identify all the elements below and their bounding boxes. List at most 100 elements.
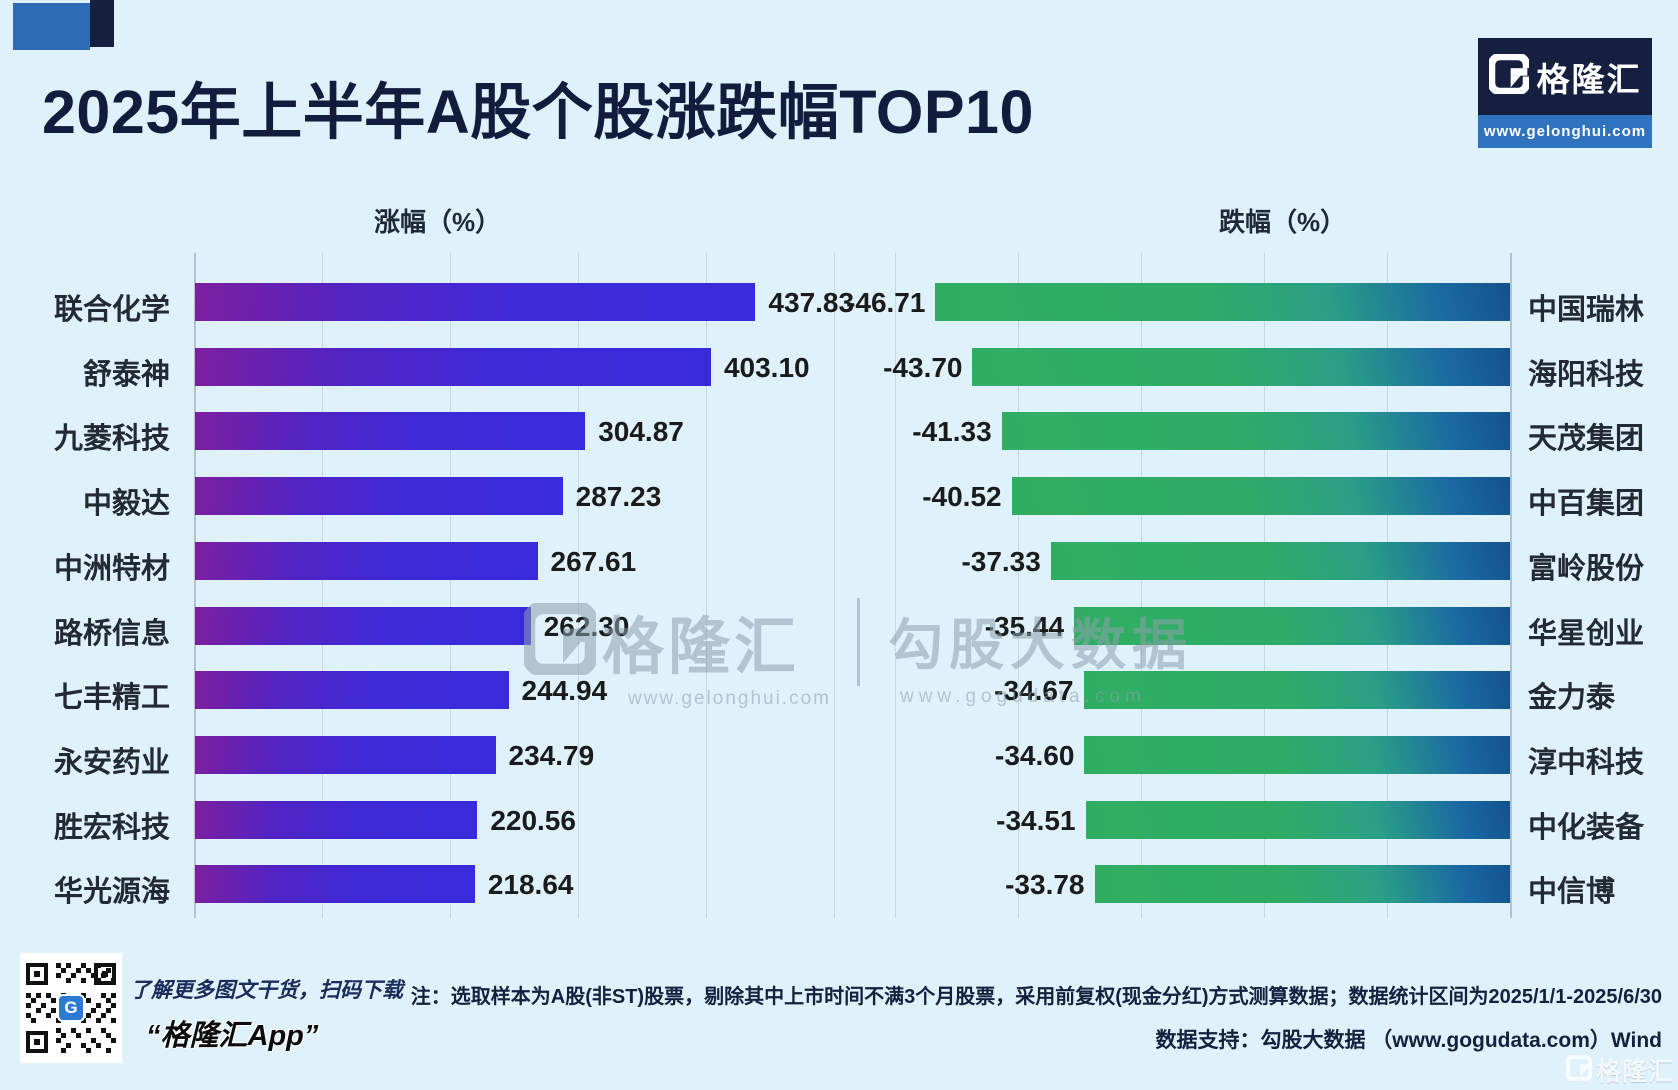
bar-loser-华星创业 — [1074, 606, 1510, 645]
qr-center-g-badge: G — [57, 994, 85, 1022]
gridline — [895, 253, 896, 918]
bar-value-label: 218.64 — [487, 869, 574, 901]
bar-value-label: -33.78 — [1005, 869, 1085, 901]
bar-value-label: 234.79 — [508, 739, 595, 771]
bar-loser-天茂集团 — [1001, 412, 1510, 451]
gridline — [1018, 253, 1019, 918]
bar-value-label: -41.33 — [912, 416, 992, 448]
gelonghui-logo-main: 格隆汇 — [1478, 38, 1652, 115]
watermark-gogudata-name: 勾股大数据 — [887, 614, 1193, 676]
category-label: 海阳科技 — [1528, 358, 1645, 391]
watermark-divider — [856, 598, 860, 686]
category-label: 七丰精工 — [53, 682, 170, 715]
watermark-gogudata: 勾股大数据 www.gogudata.com — [888, 596, 1193, 708]
bar-value-label: 267.61 — [550, 545, 637, 577]
category-label: 中信博 — [1528, 876, 1616, 909]
category-label: 华光源海 — [53, 876, 170, 909]
gridline — [322, 253, 323, 918]
gridline — [834, 253, 835, 918]
bar-gainer-中洲特材 — [195, 541, 538, 580]
gelonghui-g-icon — [1487, 52, 1530, 99]
watermark-gelonghui: 格隆汇 www.gelonghui.com — [521, 596, 831, 710]
app-name-caption: “格隆汇App” — [146, 1020, 319, 1052]
category-label: 淳中科技 — [1528, 746, 1645, 779]
category-label: 中洲特材 — [53, 552, 170, 585]
gridline — [1387, 253, 1388, 918]
gridline — [1264, 253, 1265, 918]
category-label: 胜宏科技 — [53, 811, 170, 844]
footer-logo-text: 格隆汇 — [1595, 1058, 1674, 1086]
page-title: 2025年上半年A股个股涨跌幅TOP10 — [42, 78, 1034, 146]
center-watermark: 格隆汇 www.gelonghui.com 勾股大数据 www.gogudata… — [521, 596, 1193, 710]
bar-value-label: 287.23 — [575, 481, 662, 513]
bar-loser-中百集团 — [1011, 477, 1510, 516]
bar-value-label: -34.67 — [994, 675, 1074, 707]
category-label: 联合化学 — [53, 294, 170, 326]
bar-gainer-七丰精工 — [195, 671, 509, 710]
watermark-g-icon — [521, 600, 599, 680]
category-label: 舒泰神 — [82, 358, 170, 391]
axis-line — [1510, 253, 1512, 918]
gelonghui-logo-url: www.gelonghui.com — [1478, 115, 1652, 148]
bar-value-label: -37.33 — [961, 545, 1041, 577]
category-label: 华星创业 — [1528, 617, 1645, 650]
category-label: 九菱科技 — [53, 423, 170, 456]
bar-gainer-永安药业 — [195, 735, 496, 774]
bar-value-label: -40.52 — [922, 481, 1002, 513]
watermark-gelonghui-name: 格隆汇 — [602, 613, 801, 682]
watermark-gogudata-url: www.gogudata.com — [899, 686, 1146, 707]
category-label: 天茂集团 — [1528, 423, 1645, 456]
bar-value-label: 244.94 — [521, 675, 608, 707]
bar-gainer-舒泰神 — [195, 347, 711, 386]
bar-loser-中信博 — [1094, 865, 1510, 904]
footnote-data-source: 数据支持：勾股大数据 （www.gogudata.com）Wind — [1155, 1029, 1662, 1052]
category-label: 中国瑞林 — [1528, 294, 1645, 326]
bar-value-label: -46.71 — [846, 287, 926, 318]
gelonghui-logo: 格隆汇 www.gelonghui.com — [1478, 38, 1652, 148]
bar-gainer-中毅达 — [195, 477, 563, 516]
bar-value-label: -34.51 — [996, 804, 1076, 836]
decoration-blue-block — [13, 3, 90, 50]
qr-pattern: G — [26, 963, 116, 1053]
gridline — [578, 253, 579, 918]
chart-title-losers: 跌幅（%） — [1219, 207, 1347, 237]
footnote-methodology: 注：选取样本为A股(非ST)股票，剔除其中上市时间不满3个月股票，采用前复权(现… — [410, 986, 1662, 1008]
bar-loser-金力泰 — [1083, 671, 1510, 710]
bar-gainer-联合化学 — [195, 283, 756, 321]
bar-value-label: 304.87 — [598, 416, 684, 448]
bar-gainer-胜宏科技 — [195, 800, 478, 839]
qr-finder-top-right — [94, 963, 116, 985]
chart-title-gainers: 涨幅（%） — [374, 207, 502, 237]
footer-g-icon — [1565, 1053, 1593, 1086]
bar-loser-海阳科技 — [972, 347, 1510, 386]
qr-finder-bottom-left — [26, 1031, 48, 1053]
axis-line — [194, 253, 196, 918]
bar-value-label: 220.56 — [490, 804, 576, 836]
qr-code: G — [20, 953, 122, 1063]
decoration-navy-block — [90, 0, 114, 47]
gridline — [1141, 253, 1142, 918]
bar-loser-中国瑞林 — [935, 283, 1510, 321]
category-label: 金力泰 — [1528, 682, 1616, 715]
bar-value-label: -35.44 — [984, 610, 1065, 642]
category-label: 中百集团 — [1528, 488, 1645, 521]
gridline — [706, 253, 707, 918]
bar-value-label: -43.70 — [883, 351, 963, 383]
category-label: 永安药业 — [53, 746, 170, 779]
bar-loser-中化装备 — [1085, 800, 1510, 839]
category-label: 中化装备 — [1528, 811, 1645, 844]
category-label: 中毅达 — [82, 488, 170, 521]
bar-gainer-华光源海 — [195, 865, 475, 904]
footer-watermark-logo: 格隆汇 — [1565, 1052, 1674, 1088]
bar-loser-富岭股份 — [1050, 541, 1510, 580]
qr-finder-top-left — [26, 963, 48, 985]
qr-caption: 了解更多图文干货，扫码下载 — [130, 979, 403, 1002]
bar-value-label: 437.83 — [768, 287, 855, 318]
bar-gainer-路桥信息 — [195, 606, 531, 645]
gridline — [450, 253, 451, 918]
bar-loser-淳中科技 — [1084, 735, 1510, 774]
bar-value-label: 403.10 — [723, 351, 810, 383]
bar-value-label: -34.60 — [995, 739, 1075, 771]
category-label: 富岭股份 — [1528, 552, 1645, 585]
